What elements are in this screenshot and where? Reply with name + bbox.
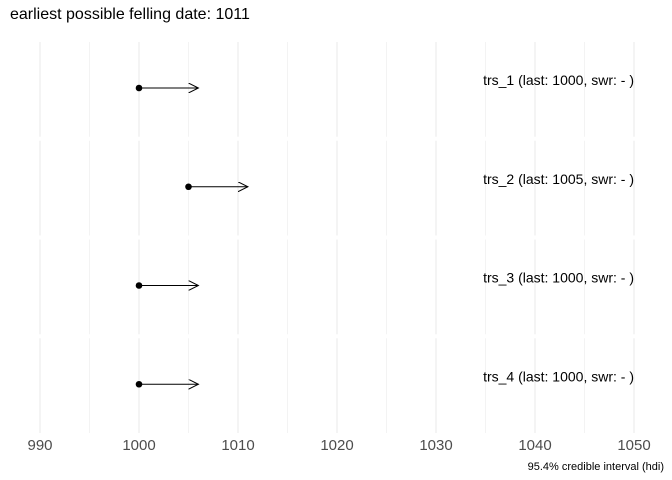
x-tick-label: 990	[27, 437, 52, 454]
data-point	[135, 380, 143, 388]
x-tick-label: 1020	[320, 437, 353, 454]
series-label: trs_1 (last: 1000, swr: - )	[483, 72, 634, 88]
chart-title: earliest possible felling date: 1011	[10, 6, 250, 23]
x-tick-label: 1040	[518, 437, 551, 454]
x-tick-label: 1030	[419, 437, 452, 454]
data-point	[135, 84, 143, 92]
x-axis-tick-labels: 990 1000 1010 1020 1030 1040 1050	[27, 437, 650, 454]
series-label: trs_4 (last: 1000, swr: - )	[483, 368, 634, 384]
series-label: trs_2 (last: 1005, swr: - )	[483, 171, 634, 187]
x-tick-label: 1050	[617, 437, 650, 454]
x-tick-label: 1010	[221, 437, 254, 454]
x-tick-label: 1000	[122, 437, 155, 454]
x-axis-label: 95.4% credible interval (hdi)	[528, 461, 664, 473]
data-point	[185, 183, 192, 191]
data-point	[135, 282, 143, 289]
series-marks: trs_1 (last: 1000, swr: - ) trs_2 (last: …	[135, 72, 634, 388]
series-label: trs_3 (last: 1000, swr: - )	[483, 270, 634, 286]
